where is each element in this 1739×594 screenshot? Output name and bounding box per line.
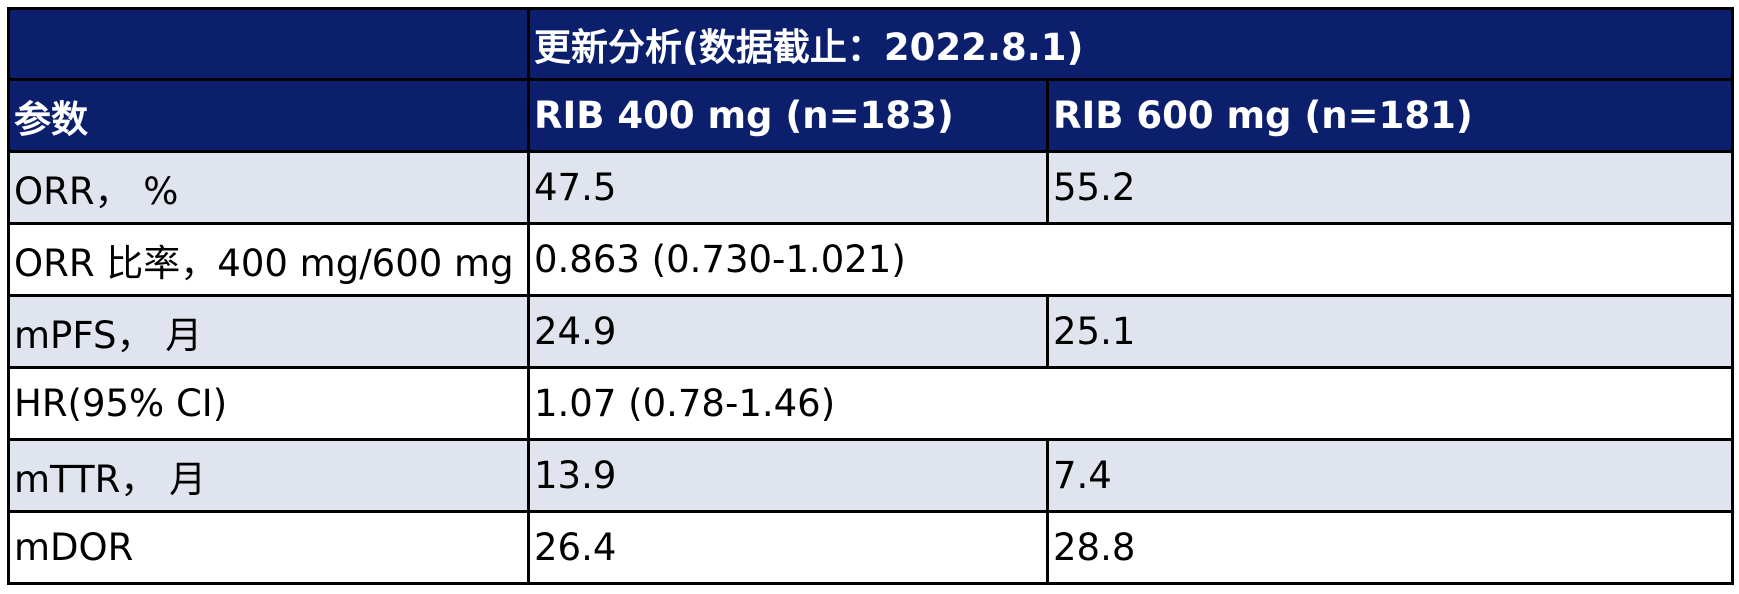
banner-row: 更新分析(数据截止：2022.8.1) <box>7 7 1734 81</box>
combined-value: 1.07 (0.78-1.46) <box>527 366 1734 441</box>
row-label: mDOR <box>7 510 530 585</box>
row-label: mPFS， 月 <box>7 294 530 369</box>
rib400-value: 47.5 <box>527 150 1049 225</box>
column-header-rib600: RIB 600 mg (n=181) <box>1046 78 1734 153</box>
table-row-mpfs: mPFS， 月 24.9 25.1 <box>7 294 1734 369</box>
row-label: ORR， % <box>7 150 530 225</box>
column-header-rib400: RIB 400 mg (n=183) <box>527 78 1049 153</box>
rib600-value: 28.8 <box>1046 510 1734 585</box>
row-label: ORR 比率，400 mg/600 mg <box>7 222 530 297</box>
banner-empty-cell <box>7 7 530 81</box>
table-row-orr: ORR， % 47.5 55.2 <box>7 150 1734 225</box>
row-label: mTTR， 月 <box>7 438 530 513</box>
rib600-value: 25.1 <box>1046 294 1734 369</box>
rib400-value: 26.4 <box>527 510 1049 585</box>
rib400-value: 24.9 <box>527 294 1049 369</box>
table-row-mdor: mDOR 26.4 28.8 <box>7 510 1734 585</box>
rib600-value: 55.2 <box>1046 150 1734 225</box>
row-label: HR(95% CI) <box>7 366 530 441</box>
results-table: 更新分析(数据截止：2022.8.1) 参数 RIB 400 mg (n=183… <box>7 7 1734 585</box>
combined-value: 0.863 (0.730-1.021) <box>527 222 1734 297</box>
rib400-value: 13.9 <box>527 438 1049 513</box>
table-row-mttr: mTTR， 月 13.9 7.4 <box>7 438 1734 513</box>
column-header-row: 参数 RIB 400 mg (n=183) RIB 600 mg (n=181) <box>7 78 1734 153</box>
table-row-hr: HR(95% CI) 1.07 (0.78-1.46) <box>7 366 1734 441</box>
rib600-value: 7.4 <box>1046 438 1734 513</box>
analysis-banner: 更新分析(数据截止：2022.8.1) <box>527 7 1734 81</box>
column-header-param: 参数 <box>7 78 530 153</box>
table-row-orr-ratio: ORR 比率，400 mg/600 mg 0.863 (0.730-1.021) <box>7 222 1734 297</box>
